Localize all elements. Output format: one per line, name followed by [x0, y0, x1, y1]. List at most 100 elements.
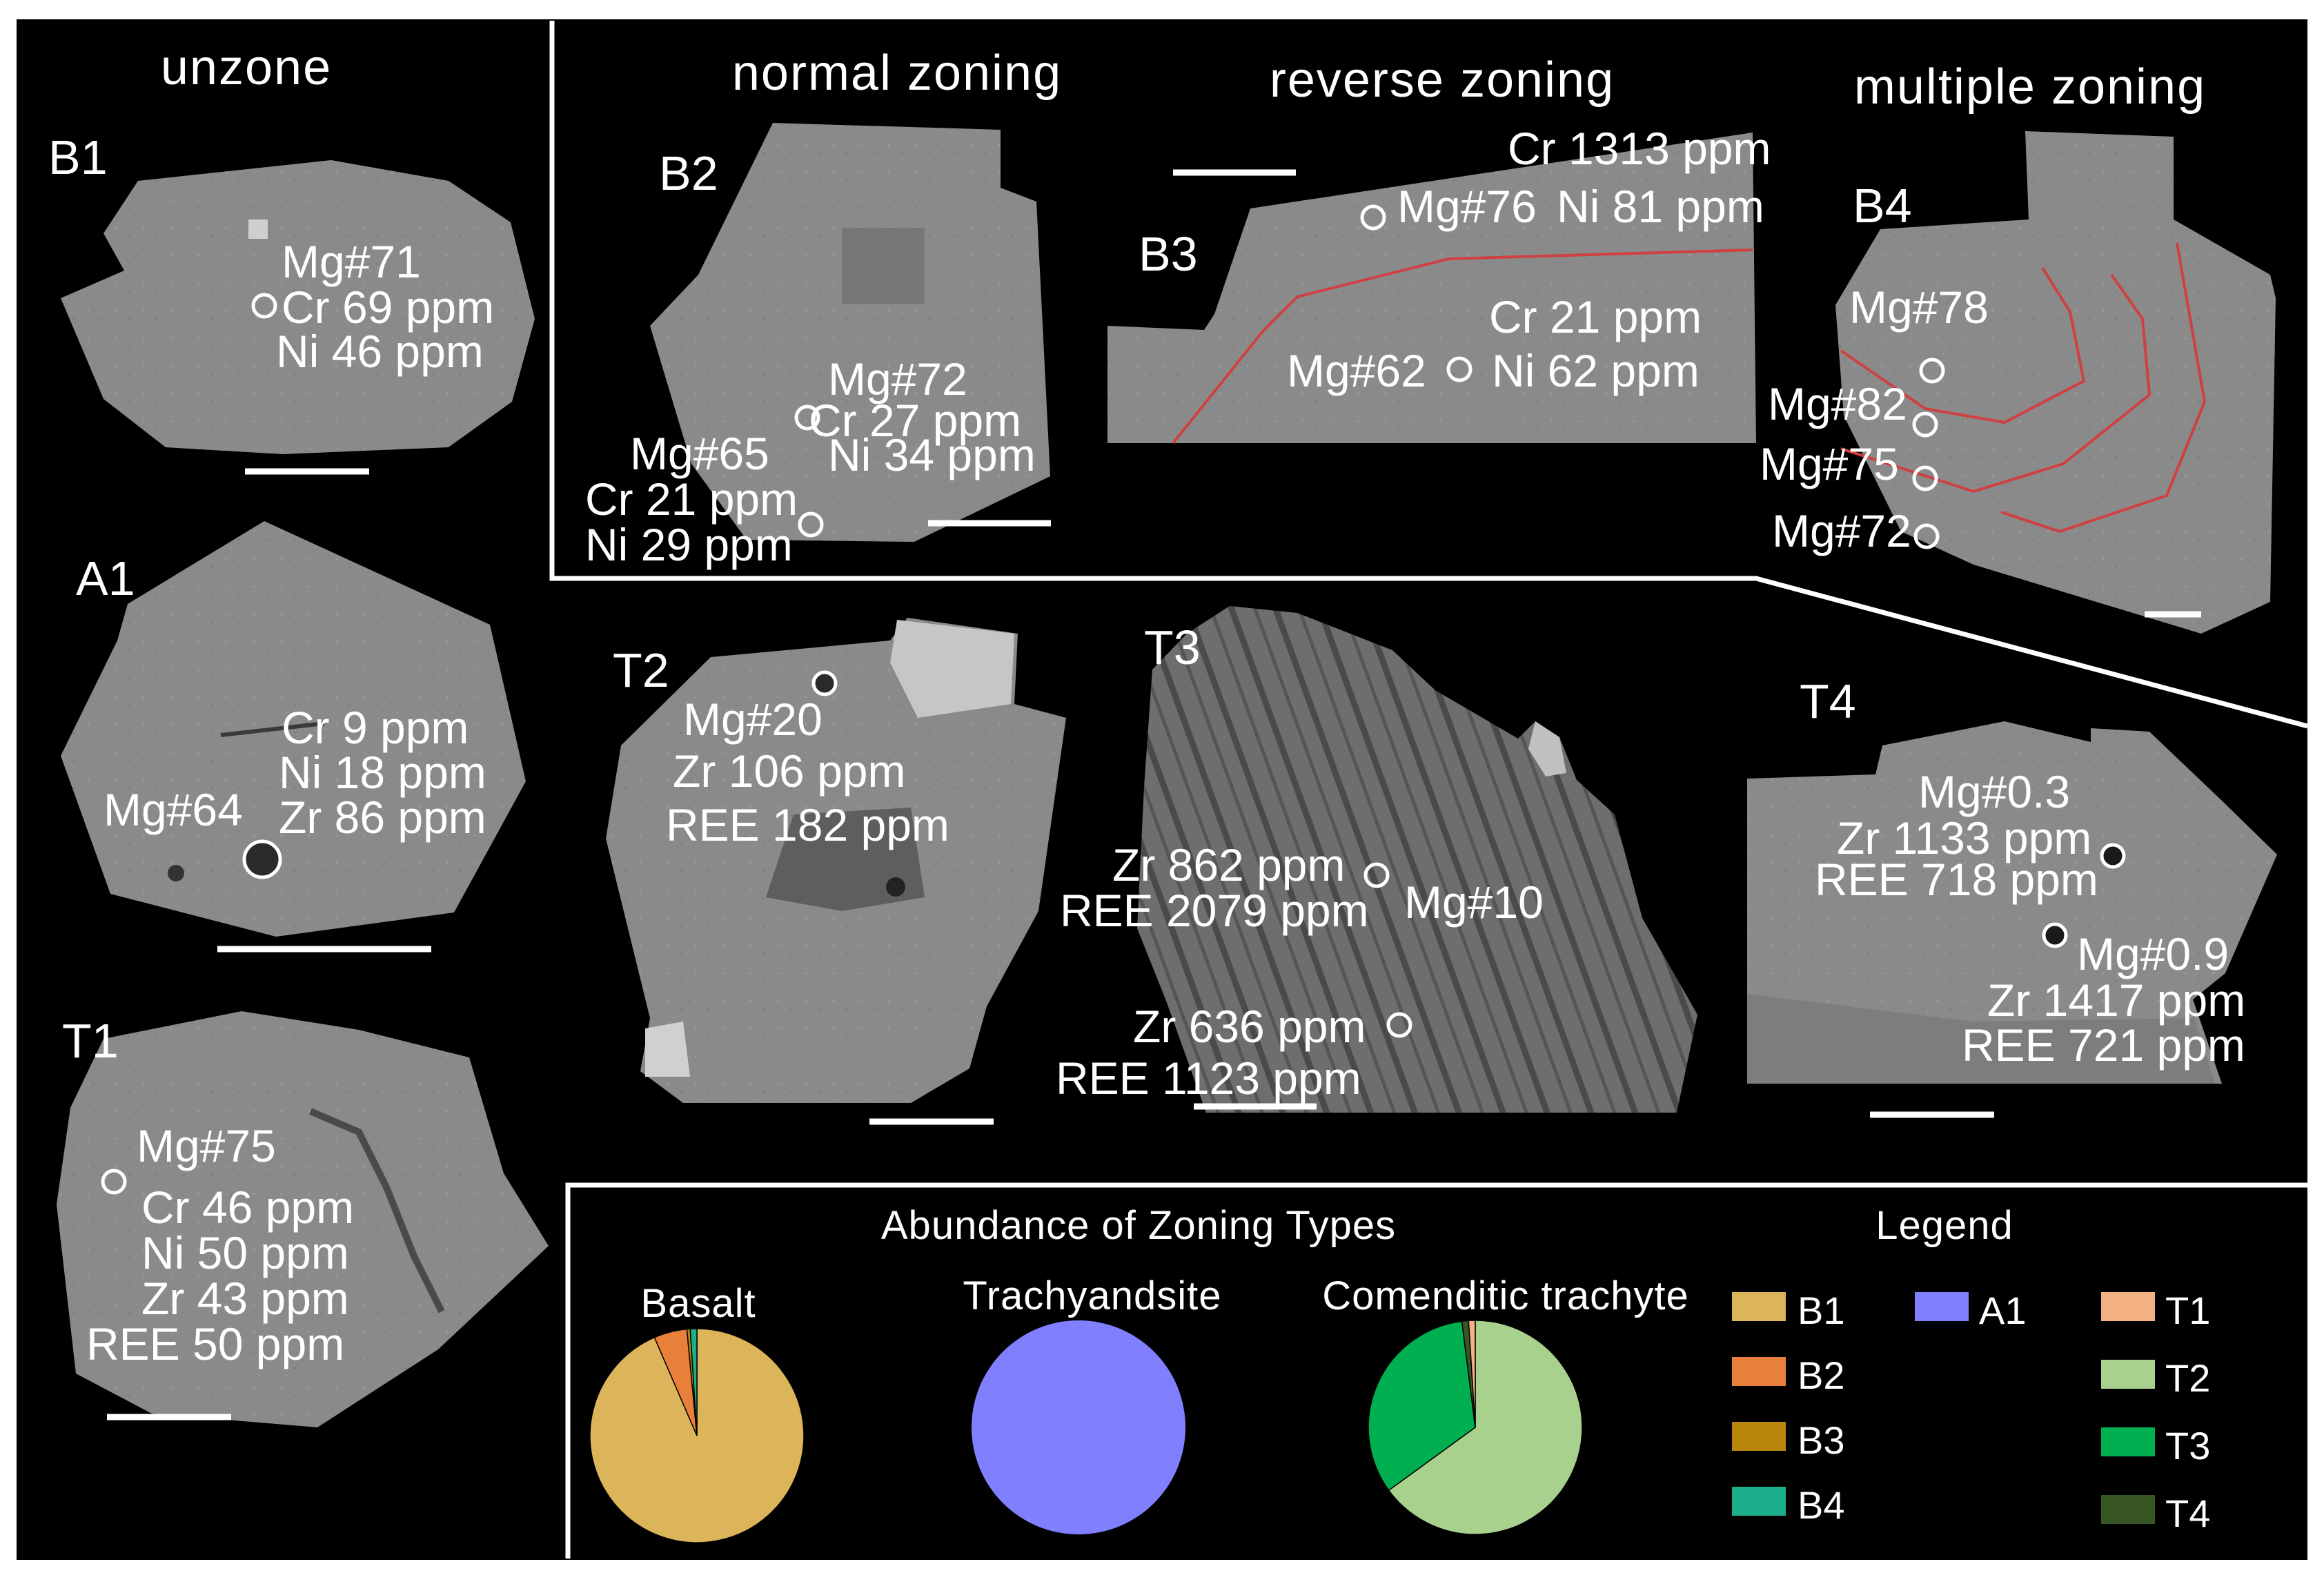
- grain-B2-mg-core: Mg#72: [828, 353, 967, 404]
- section-title-normal-zoning: normal zoning: [732, 46, 1062, 101]
- legend-swatch-B1: [1732, 1292, 1786, 1321]
- spot-B4-3: [1912, 465, 1938, 491]
- grain-T3-bright-phase: [1528, 721, 1566, 777]
- spot-B2-core: [794, 404, 820, 431]
- legend-label-T1: T1: [2165, 1289, 2210, 1332]
- grain-T2-bright-phase-2: [645, 1022, 690, 1077]
- pie-slice-trachyandsite-A1: [972, 1320, 1185, 1534]
- grain-B2-cr-rim: Cr 21 ppm: [585, 473, 798, 525]
- grain-B4-zone-2: [1840, 273, 2151, 494]
- grain-T1-mg: Mg#75: [137, 1120, 276, 1171]
- pie-slice-comenditic-trachyte-T1: [1468, 1320, 1476, 1428]
- grain-B4-image: [1835, 131, 2276, 634]
- spot-T4-2: [2042, 922, 2068, 948]
- grain-B4: B4 Mg#78 Mg#82 Mg#75 Mg#72: [1760, 131, 2276, 634]
- section-title-reverse-zoning: reverse zoning: [1270, 52, 1615, 108]
- grain-T4-ree-1: REE 718 ppm: [1815, 854, 2098, 905]
- grain-A1-ni: Ni 18 ppm: [279, 747, 486, 798]
- abundance-pies: [589, 1320, 1583, 1543]
- grain-T4-zr-2: Zr 1417 ppm: [1987, 975, 2245, 1026]
- spot-A1: [242, 839, 282, 879]
- grain-B3-zone-boundary: [1172, 248, 1753, 445]
- grain-T2-ree: REE 182 ppm: [666, 799, 949, 850]
- section-title-multiple-zoning: multiple zoning: [1854, 59, 2206, 115]
- grain-T3-zr-1: Zr 862 ppm: [1112, 839, 1345, 890]
- grain-B4-zone-1: [1840, 266, 2086, 424]
- grain-T1-ree: REE 50 ppm: [86, 1318, 344, 1369]
- grain-B3-cr-core: Cr 21 ppm: [1489, 291, 1702, 342]
- grain-T2-zr: Zr 106 ppm: [673, 745, 905, 797]
- grain-B4-id: B4: [1853, 179, 1912, 233]
- spot-T4-1: [2100, 843, 2126, 869]
- grain-T4-id: T4: [1800, 674, 1856, 728]
- legend-swatch-B4: [1732, 1487, 1786, 1516]
- spot-T3-2: [1386, 1012, 1412, 1038]
- spot-T1: [101, 1169, 127, 1195]
- grain-T1-zr: Zr 43 ppm: [141, 1273, 349, 1324]
- grain-T1-cr: Cr 46 ppm: [141, 1182, 354, 1233]
- grain-B2-id: B2: [659, 146, 718, 200]
- legend-label-T4: T4: [2165, 1492, 2210, 1535]
- grain-B4-mg-82: Mg#82: [1768, 378, 1907, 429]
- grain-T2-pit: [886, 877, 905, 897]
- grain-B1-image: [61, 160, 535, 454]
- grain-B1-mg: Mg#71: [282, 236, 421, 287]
- grain-B3-cr-rim: Cr 1313 ppm: [1508, 123, 1771, 174]
- grain-A1-cr: Cr 9 ppm: [282, 702, 469, 753]
- grain-B1-id: B1: [48, 130, 108, 184]
- grain-B4-mg-75: Mg#75: [1760, 438, 1899, 489]
- pie-title-basalt: Basalt: [640, 1281, 756, 1326]
- spot-T2: [811, 670, 838, 696]
- pie-title-trachyandsite: Trachyandsite: [963, 1273, 1221, 1318]
- pie-slice-basalt-B4: [689, 1328, 698, 1436]
- pie-title-comenditic-trachyte: Comenditic trachyte: [1322, 1273, 1689, 1318]
- legend-swatch-T2: [2101, 1360, 2155, 1389]
- grain-B3-mg-rim: Mg#76: [1397, 181, 1537, 232]
- grain-T1-id: T1: [62, 1014, 119, 1068]
- legend-swatch-T3: [2101, 1427, 2155, 1456]
- grain-B3: B3 Cr 1313 ppm Mg#76 Ni 81 ppm Cr 21 ppm…: [1107, 123, 1771, 445]
- grain-B3-ni-core: Ni 62 ppm: [1492, 345, 1700, 396]
- grain-B1-inclusion: [248, 219, 268, 239]
- legend-swatch-A1: [1915, 1292, 1969, 1321]
- spot-B3-rim: [1360, 204, 1386, 231]
- grain-T2-id: T2: [613, 643, 669, 697]
- grain-A1-id: A1: [76, 551, 135, 605]
- grain-T4-zr-1: Zr 1133 ppm: [1837, 812, 2091, 863]
- legend-swatch-B2: [1732, 1357, 1786, 1386]
- grain-B1-cr: Cr 69 ppm: [282, 282, 494, 333]
- spot-B4-4: [1913, 523, 1940, 549]
- pie-slice-comenditic-trachyte-T2: [1388, 1320, 1583, 1535]
- grain-B4-mg-78: Mg#78: [1849, 282, 1989, 333]
- legend-label-T2: T2: [2165, 1356, 2210, 1400]
- grain-B3-ni-rim: Ni 81 ppm: [1557, 181, 1764, 232]
- abundance-title: Abundance of Zoning Types: [881, 1203, 1396, 1248]
- grain-T2: T2 Mg#20 Zr 106 ppm REE 182 ppm: [606, 618, 1066, 1125]
- grain-B2: B2 Mg#72 Cr 27 ppm Ni 34 ppm Mg#65 Cr 21…: [585, 123, 1051, 570]
- grain-B2-image: [650, 123, 1050, 542]
- grain-T3-image: [1137, 606, 1697, 1113]
- grain-T3-id: T3: [1144, 621, 1201, 674]
- grain-T4-image: [1747, 721, 2277, 1084]
- grain-T3-mg: Mg#10: [1404, 877, 1544, 928]
- grain-T1: T1 Mg#75 Cr 46 ppm Ni 50 ppm Zr 43 ppm R…: [57, 1011, 549, 1427]
- grain-B2-cr-core: Cr 27 ppm: [809, 395, 1021, 446]
- grain-B4-zone-3: [2000, 242, 2207, 534]
- grain-T4-mg-1: Mg#0.3: [1918, 766, 2070, 817]
- grain-T3-zr-2: Zr 636 ppm: [1133, 1001, 1366, 1052]
- grain-T3-ree-2: REE 1123 ppm: [1056, 1053, 1361, 1104]
- upper-right-frame: [549, 21, 2308, 729]
- grain-T1-image: [57, 1011, 549, 1427]
- grain-T3: T3 Zr 862 ppm REE 2079 ppm Mg#10 Zr 636 …: [1056, 606, 1697, 1113]
- legend-label-B4: B4: [1798, 1483, 1845, 1527]
- grain-T4-lower-zone: [1747, 994, 2215, 1084]
- grain-A1-crack: [220, 721, 325, 737]
- grain-T2-mg: Mg#20: [683, 694, 823, 745]
- grain-B1-ni: Ni 46 ppm: [276, 326, 484, 377]
- grain-B2-mg-rim: Mg#65: [630, 428, 769, 479]
- spot-B4-2: [1912, 411, 1938, 438]
- grain-A1: A1 Mg#64 Cr 9 ppm Ni 18 ppm Zr 86 ppm: [61, 521, 526, 953]
- grain-T1-fractures: [309, 1108, 445, 1314]
